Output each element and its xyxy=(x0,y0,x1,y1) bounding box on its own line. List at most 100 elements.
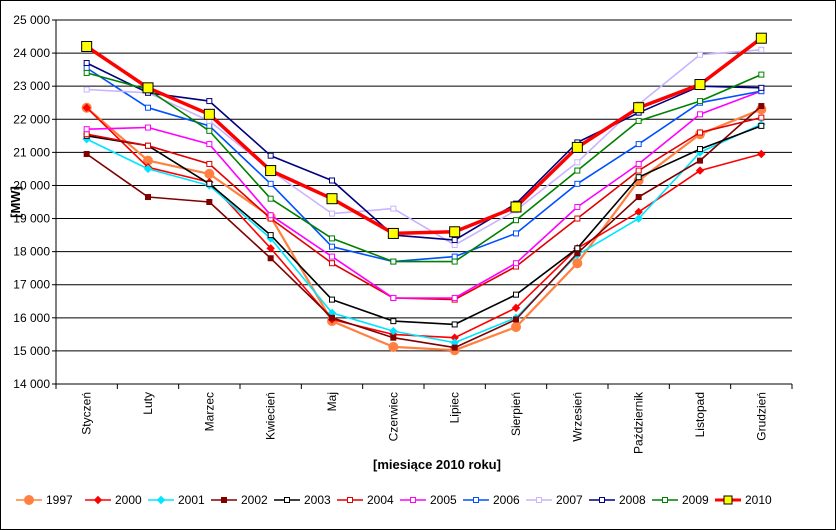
y-tick-label: 21 000 xyxy=(13,145,50,159)
data-point xyxy=(513,291,519,298)
data-point xyxy=(574,245,581,252)
x-tick-labels: Styczeń Luty Marzec Kwiecień Maj Czerwiec Lipi… xyxy=(80,391,769,454)
data-point xyxy=(758,46,765,53)
data-point xyxy=(451,294,458,301)
x-tick-label: Maj xyxy=(325,392,339,411)
data-point xyxy=(390,294,397,301)
data-point xyxy=(145,104,151,111)
data-point xyxy=(513,217,519,224)
x-tick-label: Lipiec xyxy=(448,392,462,423)
x-tick-label: Wrzesień xyxy=(570,392,584,442)
data-point xyxy=(536,497,542,503)
data-point xyxy=(203,108,215,120)
y-tick-label: 17 000 xyxy=(13,278,50,292)
legend-label: 2009 xyxy=(682,493,709,507)
legend-label: 2010 xyxy=(745,493,772,507)
series-2008 xyxy=(83,60,765,244)
y-tick-label: 23 000 xyxy=(13,79,50,93)
y-tick-labels: 14 000 15 000 16 000 17 000 18 000 19 000 20 0… xyxy=(13,13,50,391)
data-point xyxy=(93,495,103,505)
legend-item-2010: 2010 xyxy=(715,493,772,507)
series-2007 xyxy=(83,46,765,249)
data-point xyxy=(390,258,397,265)
data-point xyxy=(206,98,213,105)
series-line xyxy=(86,125,762,326)
data-point xyxy=(83,131,90,138)
series-2004 xyxy=(83,114,765,303)
data-point xyxy=(267,232,274,239)
data-point xyxy=(267,195,274,202)
data-point xyxy=(329,177,335,184)
legend-item-1997: 1997 xyxy=(16,493,73,507)
series-line xyxy=(86,62,762,241)
y-tick-label: 24 000 xyxy=(13,46,50,60)
data-point xyxy=(266,244,275,253)
data-point xyxy=(510,201,522,213)
x-tick-label: Luty xyxy=(141,392,155,415)
data-point xyxy=(757,149,766,159)
data-point xyxy=(329,260,335,267)
data-point xyxy=(83,64,90,71)
data-point xyxy=(635,141,642,148)
series-line xyxy=(86,123,762,344)
data-point xyxy=(83,126,90,133)
series-line xyxy=(86,72,762,263)
data-point xyxy=(156,495,166,505)
data-point xyxy=(758,122,765,129)
data-point xyxy=(82,103,91,112)
legend-label: 2005 xyxy=(430,493,457,507)
data-point xyxy=(635,160,642,167)
data-point xyxy=(390,318,397,325)
data-point xyxy=(697,129,703,136)
legend-label: 2000 xyxy=(115,493,142,507)
data-point xyxy=(697,51,703,58)
data-point xyxy=(449,226,461,238)
data-point xyxy=(83,69,90,76)
legend-item-2006: 2006 xyxy=(463,493,520,507)
y-tick-label: 14 000 xyxy=(13,377,50,391)
data-point xyxy=(574,167,581,174)
data-point xyxy=(145,124,151,131)
legend-label: 2002 xyxy=(241,493,268,507)
data-point xyxy=(347,497,353,503)
data-point xyxy=(634,214,643,223)
data-point xyxy=(329,296,335,303)
legend-item-2008: 2008 xyxy=(589,493,646,507)
series-2010 xyxy=(81,32,767,239)
data-point xyxy=(513,316,519,323)
data-point xyxy=(473,497,479,503)
data-point xyxy=(410,497,416,503)
data-point xyxy=(389,326,398,336)
data-point xyxy=(329,243,335,250)
data-point xyxy=(451,321,458,328)
x-tick-label: Czerwiec xyxy=(386,392,400,441)
x-tick-label: Grudzień xyxy=(754,392,768,441)
data-point xyxy=(451,253,458,260)
data-point xyxy=(662,497,668,503)
legend-item-2001: 2001 xyxy=(148,493,205,507)
data-point xyxy=(221,497,227,503)
legend-item-2000: 2000 xyxy=(85,493,142,507)
data-point xyxy=(572,258,583,269)
legend-item-2002: 2002 xyxy=(211,493,268,507)
data-point xyxy=(145,142,151,149)
data-point xyxy=(513,230,519,237)
data-point xyxy=(206,141,213,148)
data-point xyxy=(697,146,703,153)
series-line xyxy=(85,106,762,352)
data-point xyxy=(387,227,399,239)
data-point xyxy=(511,303,521,313)
data-point xyxy=(206,127,213,134)
data-point xyxy=(206,160,213,167)
data-point xyxy=(697,98,703,105)
series-line xyxy=(86,116,762,301)
y-tick-label: 25 000 xyxy=(13,13,50,27)
data-point xyxy=(326,193,338,205)
legend-label: 2008 xyxy=(619,493,646,507)
legend-item-2004: 2004 xyxy=(337,493,394,507)
legend-label: 2001 xyxy=(178,493,205,507)
data-point xyxy=(265,165,277,177)
series-line xyxy=(86,90,762,299)
data-point xyxy=(599,497,605,503)
data-point xyxy=(329,235,335,242)
